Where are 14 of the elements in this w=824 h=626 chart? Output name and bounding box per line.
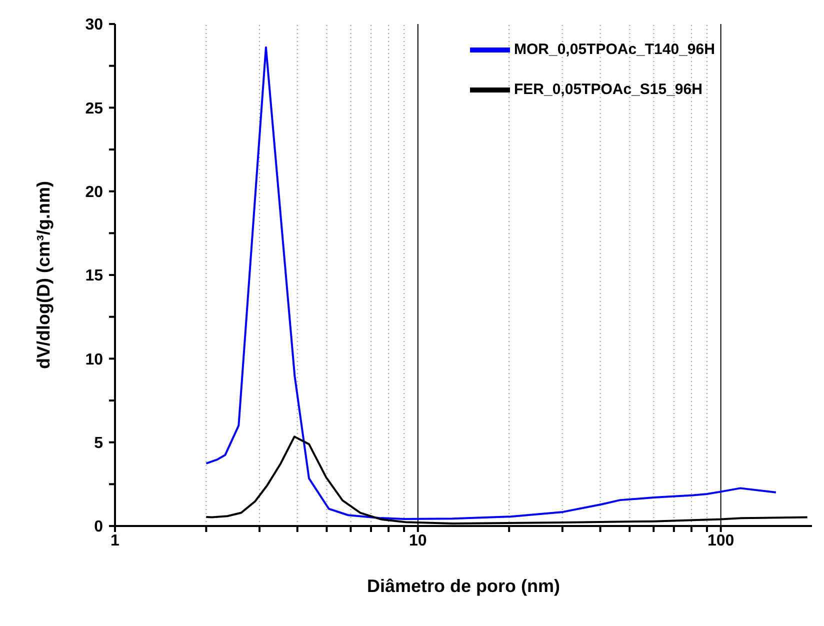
y-tick-label: 25	[85, 100, 104, 118]
legend-label: MOR_0,05TPOAc_T140_96H	[514, 41, 715, 58]
y-tick-label: 5	[94, 434, 104, 452]
x-axis-title: Diâmetro de poro (nm)	[366, 576, 560, 596]
x-tick-label: 1	[110, 532, 120, 550]
y-axis-title: dV/dlog(D) (cm³/g.nm)	[33, 181, 54, 369]
x-tick-label: 100	[707, 532, 734, 550]
y-tick-label: 20	[85, 184, 104, 201]
y-tick-label: 15	[85, 268, 104, 285]
y-tick-label: 10	[85, 351, 104, 368]
legend-label: FER_0,05TPOAc_S15_96H	[514, 81, 702, 98]
x-tick-label: 10	[409, 532, 427, 550]
y-tick-label: 0	[94, 518, 104, 536]
y-tick-label: 30	[85, 16, 104, 34]
